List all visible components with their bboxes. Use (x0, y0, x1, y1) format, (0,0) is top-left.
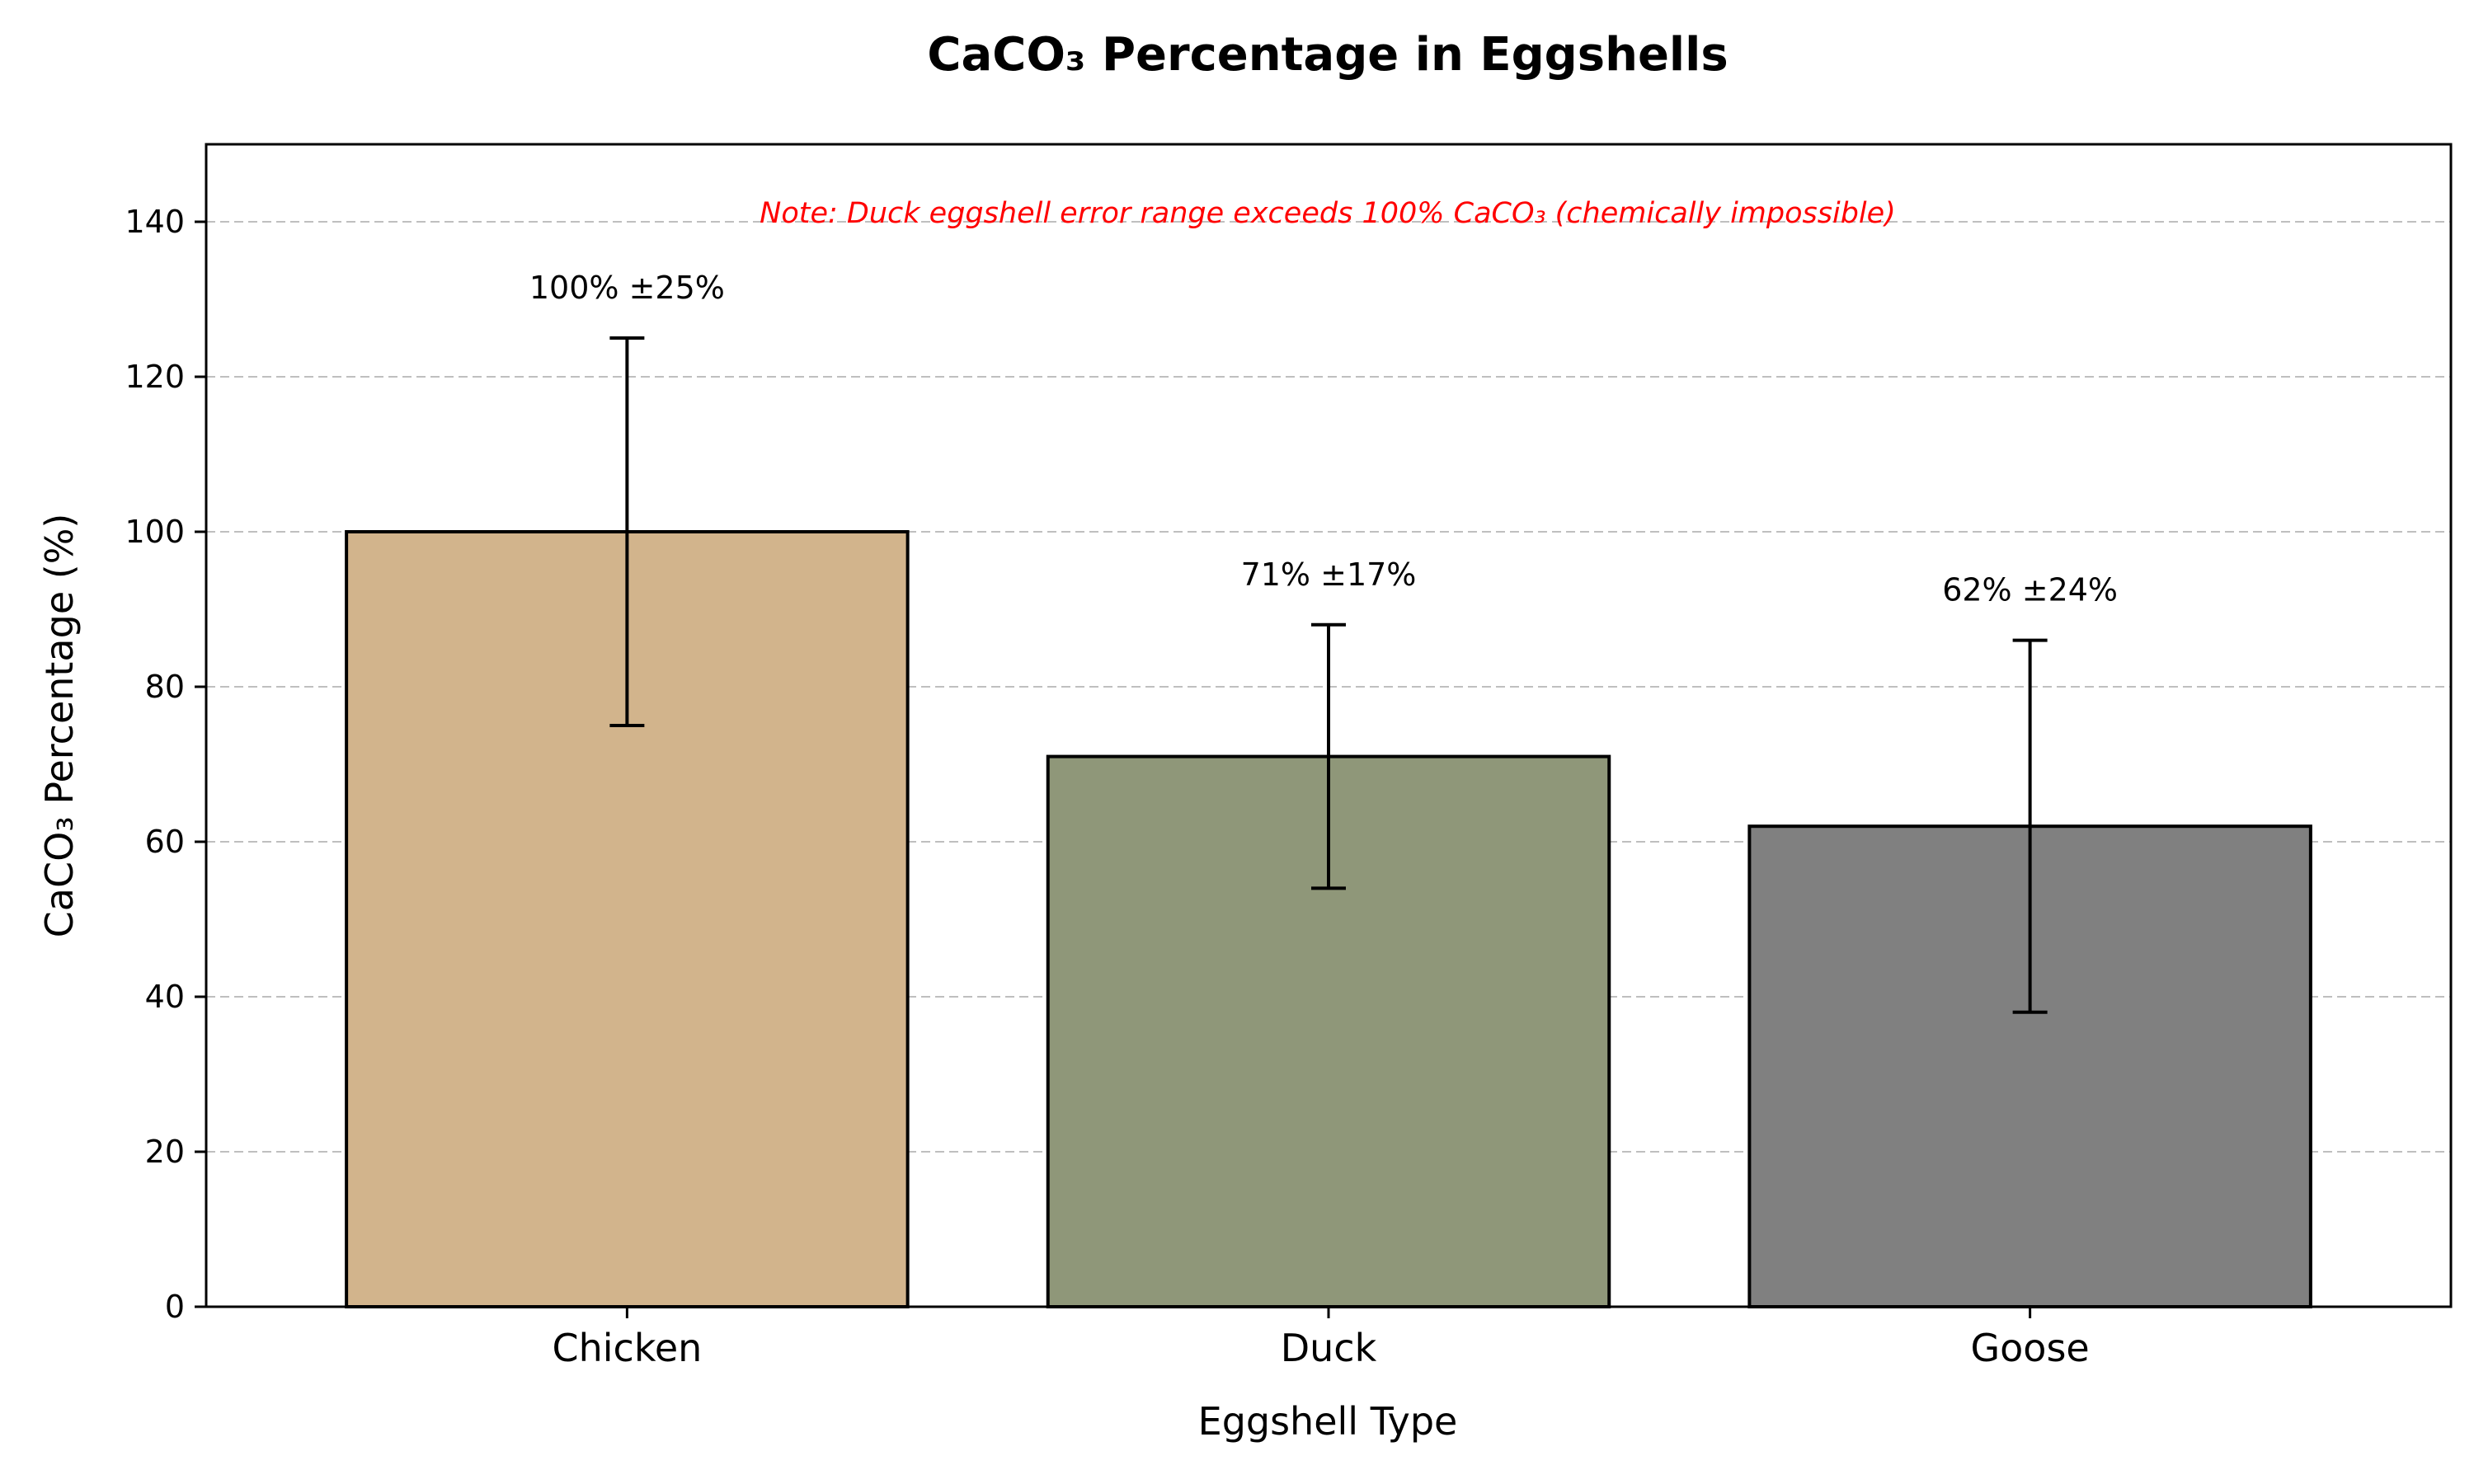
y-tick-label: 20 (145, 1134, 185, 1170)
y-tick-label: 0 (165, 1289, 185, 1325)
bar-labels: 100% ±25% 71% ±17% 62% ±24% (529, 270, 2118, 608)
bar-value-label: 100% ±25% (529, 270, 725, 306)
y-tick-label: 80 (145, 669, 185, 705)
y-axis-ticks: 0 20 40 60 80 100 120 140 (125, 204, 206, 1325)
x-tick-label: Chicken (552, 1326, 702, 1370)
y-tick-label: 40 (145, 979, 185, 1015)
y-axis-label: CaCO₃ Percentage (%) (37, 514, 82, 938)
x-tick-label: Duck (1281, 1326, 1377, 1370)
y-tick-label: 120 (125, 359, 185, 395)
x-axis-label: Eggshell Type (1198, 1399, 1458, 1444)
y-tick-label: 140 (125, 204, 185, 240)
chart-title: CaCO₃ Percentage in Eggshells (927, 28, 1728, 82)
bar-value-label: 62% ±24% (1942, 572, 2118, 608)
y-tick-label: 60 (145, 824, 185, 860)
y-tick-label: 100 (125, 514, 185, 550)
bar-value-label: 71% ±17% (1241, 556, 1417, 593)
x-axis-ticks: Chicken Duck Goose (552, 1307, 2090, 1370)
annotation-note: Note: Duck eggshell error range exceeds … (760, 197, 1896, 230)
error-bars (609, 336, 2048, 1014)
x-tick-label: Goose (1971, 1326, 2090, 1370)
